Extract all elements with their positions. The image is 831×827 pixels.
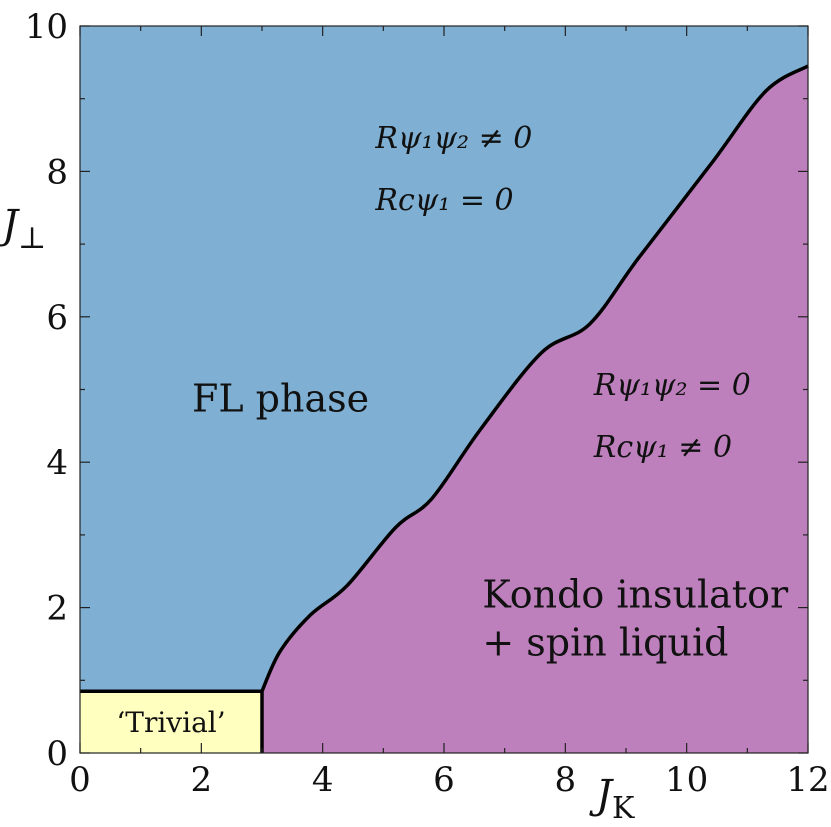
y-tick-label: 6 xyxy=(46,298,68,338)
axis-ticks xyxy=(79,25,809,754)
y-axis-label: J⊥ xyxy=(0,202,46,256)
kondo-phase-label: Kondo insulator xyxy=(482,573,789,617)
x-tick-label: 8 xyxy=(555,760,577,800)
kondo-annotation: Rψ₁ψ₂ = 0 xyxy=(593,368,751,403)
phase-boundaries xyxy=(80,64,809,753)
y-tick-label: 8 xyxy=(46,152,68,192)
x-tick-label: 2 xyxy=(191,760,213,800)
x-tick-label: 10 xyxy=(665,760,708,800)
fl-annotation: Rψ₁ψ₂ ≠ 0 xyxy=(374,121,532,156)
phase-regions xyxy=(80,26,808,753)
x-tick-label: 4 xyxy=(312,760,334,800)
y-tick-label: 0 xyxy=(46,734,68,774)
kondo-phase-label: + spin liquid xyxy=(482,621,728,665)
fl-annotation: Rcψ₁ = 0 xyxy=(374,183,513,218)
kondo-annotation: Rcψ₁ ≠ 0 xyxy=(593,430,732,465)
fl-phase-label: FL phase xyxy=(192,376,369,420)
x-axis-label: JK xyxy=(589,772,635,826)
y-tick-label: 10 xyxy=(25,7,68,47)
trivial-boundary xyxy=(80,689,264,753)
x-tick-label: 12 xyxy=(786,760,829,800)
trivial-phase-region xyxy=(80,691,262,753)
y-tick-label: 2 xyxy=(46,589,68,629)
kondo-phase-region xyxy=(262,66,808,753)
fl-kondo-boundary xyxy=(260,64,809,692)
x-tick-label: 6 xyxy=(433,760,455,800)
x-tick-label: 0 xyxy=(69,760,91,800)
trivial-phase-label: ‘Trivial’ xyxy=(116,706,225,739)
chart-labels: 0 2 4 6 8 10 12 0 2 4 6 8 10 JK J⊥ FL phase Rψ₁ψ₂ ≠ 0 Rcψ… xyxy=(0,7,830,826)
y-tick-label: 4 xyxy=(46,443,68,483)
